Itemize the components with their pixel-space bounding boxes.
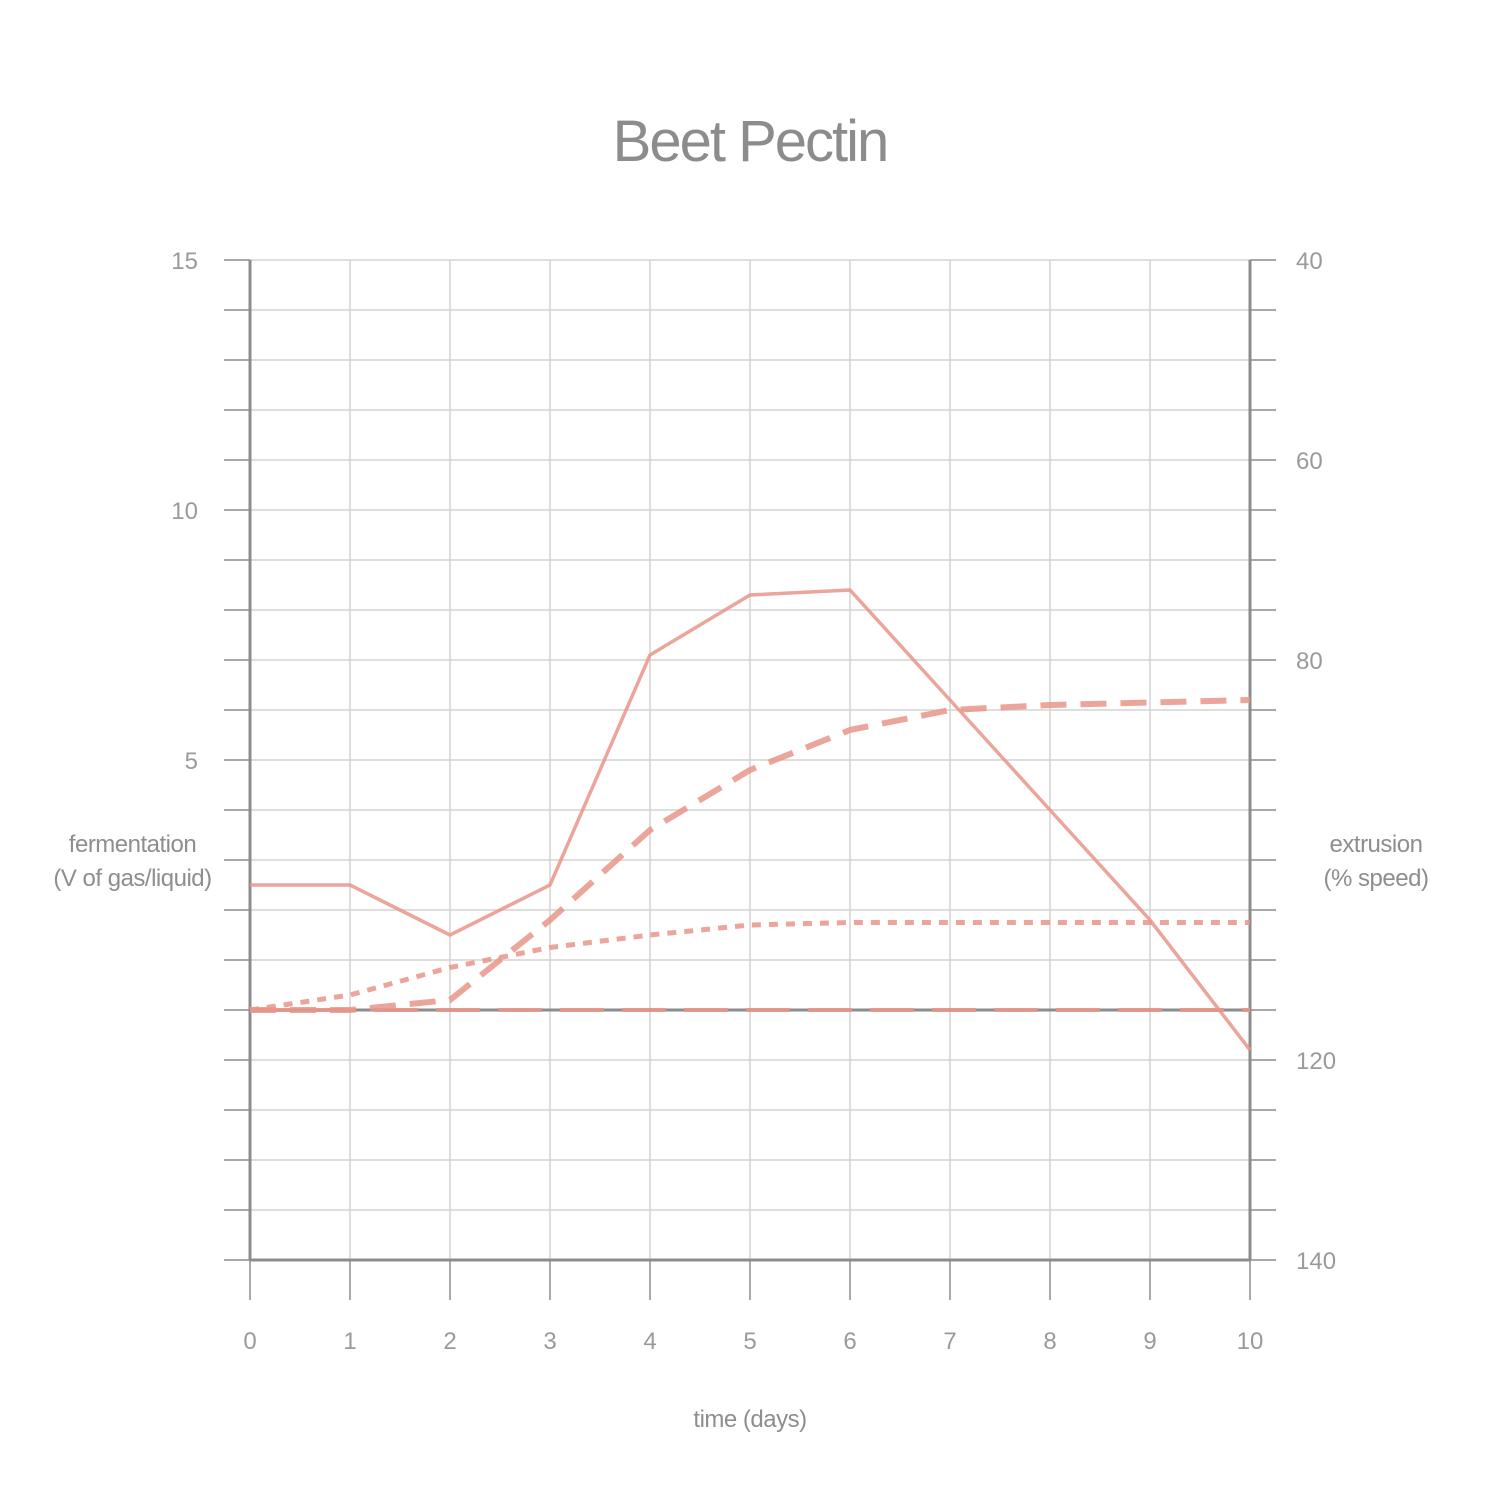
x-tick-label: 3 [543,1328,556,1355]
chart-title: Beet Pectin [612,109,890,174]
y-right-tick-label: 120 [1296,1048,1336,1075]
right-axis-title-line1: extrusion [1329,831,1423,858]
x-tick-label: 0 [243,1328,256,1355]
x-tick-label: 5 [743,1328,756,1355]
y-right-tick-label: 80 [1296,648,1323,675]
left-axis-title: fermentation (V of gas/liquid) [30,828,235,896]
x-axis-title: time (days) [693,1406,807,1433]
x-tick-label: 2 [443,1328,456,1355]
series-line-dotted-2 [249,920,1250,1013]
grid [249,259,1251,1261]
y-right-tick-label: 140 [1296,1248,1336,1275]
x-tick-label: 10 [1237,1328,1264,1355]
series-layer [249,588,1252,1052]
y-left-tick-label: 10 [171,498,198,525]
y-right-tick-label: 40 [1296,248,1323,275]
series-line-dashed-1 [250,697,1251,1013]
right-axis-title-line2: (% speed) [1323,865,1429,892]
x-tick-label: 7 [943,1328,956,1355]
y-right-tick-label: 60 [1296,448,1323,475]
x-tick-label: 4 [643,1328,656,1355]
y-left-tick-label: 5 [185,748,198,775]
series-line-solid-0 [250,588,1252,1052]
x-tick-label: 8 [1043,1328,1056,1355]
tick-labels: 0 1 2 3 4 5 6 7 8 9 10 15 10 5 40 60 80 120 140 [171,248,1336,1355]
left-axis-title-line2: (V of gas/liquid) [53,865,212,892]
left-axis-title-line1: fermentation [68,831,197,858]
x-tick-label: 1 [343,1328,356,1355]
x-tick-label: 6 [843,1328,856,1355]
x-tick-label: 9 [1143,1328,1156,1355]
right-axis-title: extrusion (% speed) [1296,828,1456,896]
y-left-tick-label: 15 [171,248,198,275]
